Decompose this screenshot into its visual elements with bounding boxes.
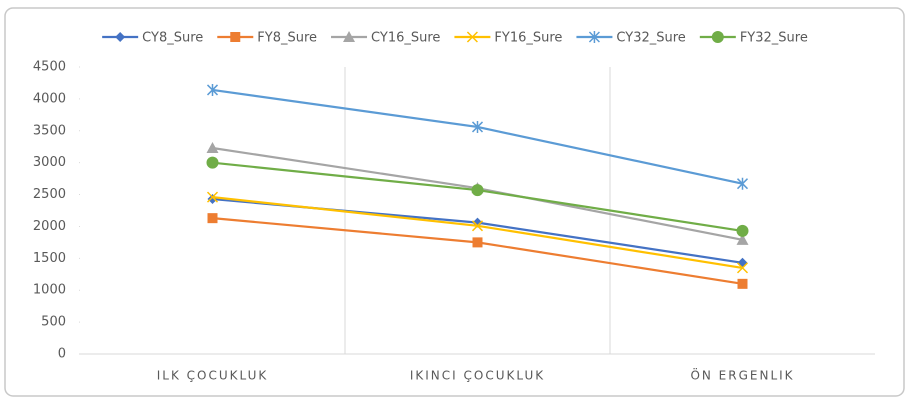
- legend-item: FY16_Sure: [454, 31, 562, 46]
- y-tick-label: 1500: [33, 251, 66, 266]
- marker: [711, 31, 724, 43]
- marker: [207, 213, 218, 224]
- y-tick-label: 500: [41, 315, 66, 330]
- marker: [206, 83, 219, 96]
- legend-item: FY32_Sure: [699, 31, 808, 46]
- legend-label: CY32_Sure: [616, 31, 685, 46]
- marker: [736, 224, 749, 237]
- legend-item: CY16_Sure: [331, 31, 440, 46]
- legend-item: FY8_Sure: [217, 31, 317, 46]
- marker: [471, 184, 484, 197]
- y-tick-label: 2000: [33, 219, 66, 234]
- marker: [115, 32, 126, 42]
- marker: [736, 177, 749, 190]
- y-tick-label: 0: [58, 347, 66, 362]
- marker: [736, 233, 749, 245]
- chart-frame: [4, 7, 905, 397]
- legend-item: CY32_Sure: [576, 31, 686, 46]
- marker: [472, 237, 483, 248]
- x-tick-label: ILK ÇOCUKLUK: [157, 369, 269, 383]
- marker: [206, 191, 219, 203]
- y-tick-label: 4500: [33, 60, 66, 75]
- y-tick-label: 2500: [33, 187, 66, 202]
- marker: [471, 120, 484, 133]
- marker: [206, 141, 219, 153]
- marker: [466, 31, 478, 43]
- marker: [343, 31, 356, 42]
- legend: CY8_Sure FY8_Sure CY16_Sure FY16_Sure CY32_S…: [102, 31, 808, 46]
- legend-item: CY8_Sure: [102, 31, 203, 46]
- x-tick-label: IKINCI ÇOCUKLUK: [410, 369, 545, 383]
- legend-label: CY8_Sure: [142, 31, 203, 46]
- legend-label: FY8_Sure: [257, 31, 317, 46]
- marker: [206, 156, 219, 169]
- legend-label: CY16_Sure: [371, 31, 440, 46]
- marker: [736, 262, 749, 274]
- legend-label: FY16_Sure: [494, 31, 562, 46]
- marker: [737, 278, 748, 289]
- y-tick-label: 1000: [33, 283, 66, 298]
- legend-label: FY32_Sure: [740, 31, 808, 46]
- x-tick-label: ÖN ERGENLIK: [690, 367, 794, 383]
- y-tick-label: 3500: [33, 123, 66, 138]
- y-tick-label: 3000: [33, 155, 66, 170]
- marker: [588, 31, 600, 43]
- marker: [230, 32, 241, 42]
- y-tick-label: 4000: [33, 91, 66, 106]
- marker: [471, 220, 484, 232]
